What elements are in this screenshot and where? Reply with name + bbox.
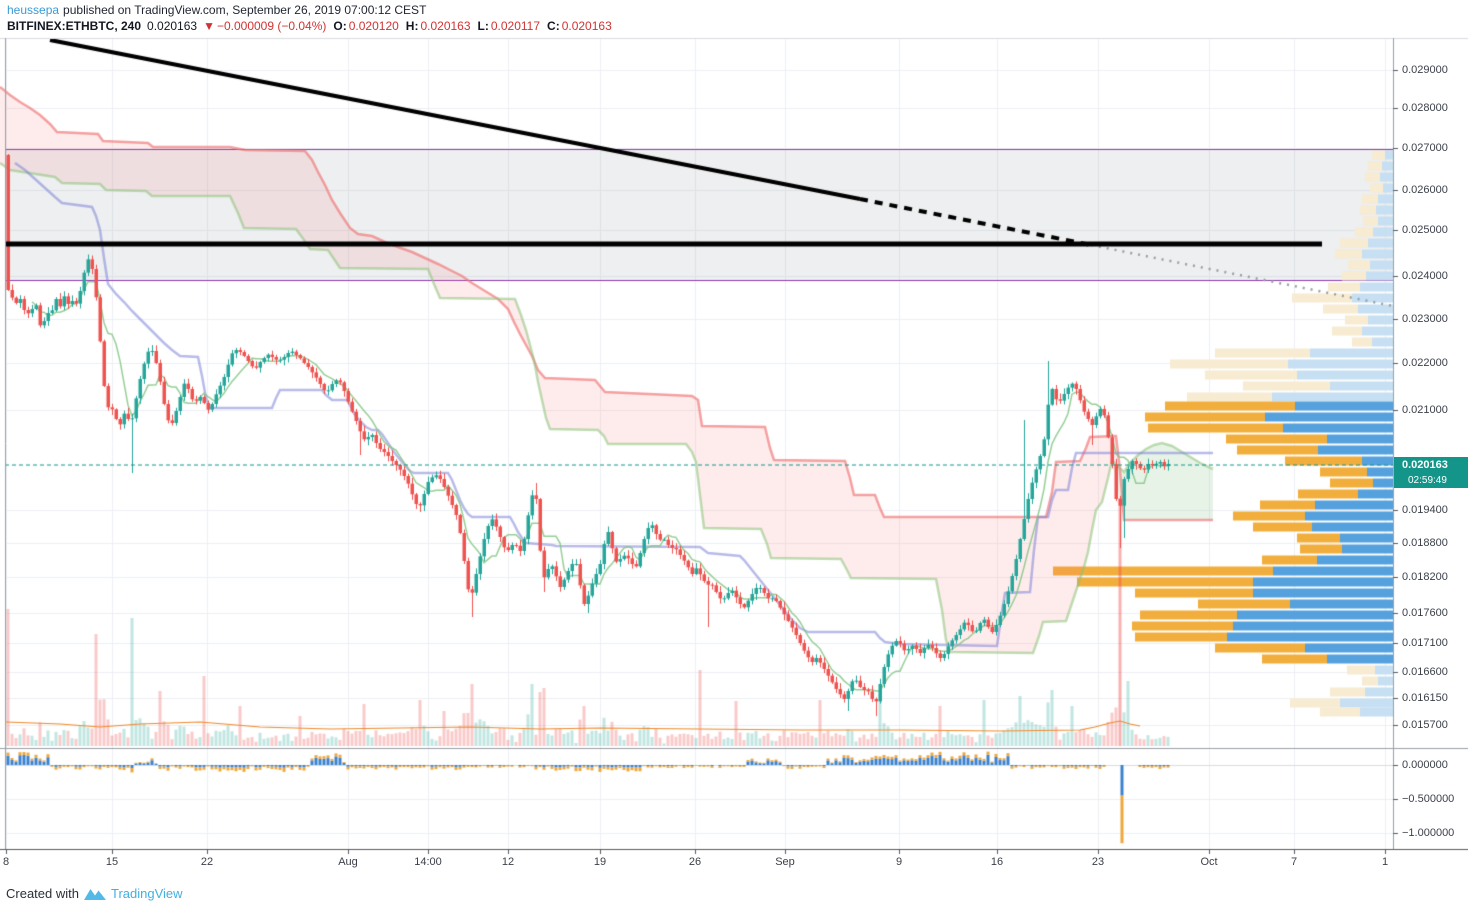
- time-tick-label: 12: [501, 856, 515, 868]
- time-tick-label: 15: [105, 856, 119, 868]
- high-value: 0.020163: [420, 19, 471, 33]
- price-tick-label: 0.017600: [1402, 607, 1448, 619]
- symbol-legend: BITFINEX:ETHBTC, 240 0.020163 ▼ −0.000009 (…: [7, 19, 612, 33]
- open-label: O:: [333, 19, 347, 33]
- time-tick-label: Oct: [1200, 856, 1218, 868]
- footer: Created with TradingView: [6, 886, 183, 901]
- current-price-label: 0.020163: [1394, 457, 1468, 473]
- price-tick-label: 0.029000: [1402, 64, 1448, 76]
- author-link[interactable]: heussepa: [7, 3, 60, 17]
- time-tick-label: 7: [1290, 856, 1298, 868]
- indicator-tick-label: 0.000000: [1402, 759, 1448, 771]
- time-tick-label: 9: [895, 856, 903, 868]
- price-tick-label: 0.018200: [1402, 571, 1448, 583]
- price-tick-label: 0.027000: [1402, 142, 1448, 154]
- price-tick-label: 0.028000: [1402, 102, 1448, 114]
- price-tick-label: 0.019400: [1402, 504, 1448, 516]
- price-tick-label: 0.026000: [1402, 184, 1448, 196]
- price-tick-label: 0.025000: [1402, 224, 1448, 236]
- snapshot-byline: heussepa published on TradingView.com, Se…: [7, 3, 426, 17]
- created-with-text: Created with: [6, 886, 79, 901]
- high-label: H:: [405, 19, 419, 33]
- price-tick-label: 0.015700: [1402, 719, 1448, 731]
- price-tick-label: 0.022000: [1402, 357, 1448, 369]
- bar-countdown-timer: 02:59:49: [1394, 473, 1468, 488]
- open-value: 0.020120: [348, 19, 399, 33]
- tradingview-logo-icon: [83, 889, 106, 900]
- time-tick-label: 14:00: [414, 856, 442, 868]
- price-tick-label: 0.023000: [1402, 313, 1448, 325]
- time-tick-label: 16: [990, 856, 1004, 868]
- price-tick-label: 0.016150: [1402, 692, 1448, 704]
- price-tick-label: 0.016600: [1402, 666, 1448, 678]
- price-tick-label: 0.024000: [1402, 270, 1448, 282]
- time-tick-label: 8: [2, 856, 10, 868]
- indicator-tick-label: −0.500000: [1402, 793, 1455, 805]
- close-value: 0.020163: [561, 19, 612, 33]
- time-tick-label: 23: [1091, 856, 1105, 868]
- price-tick-label: 0.021000: [1402, 404, 1448, 416]
- price-tick-label: 0.018800: [1402, 537, 1448, 549]
- indicator-tick-label: −1.000000: [1402, 827, 1455, 839]
- time-tick-label: 26: [688, 856, 702, 868]
- close-label: C:: [547, 19, 560, 33]
- price-tick-label: 0.017100: [1402, 637, 1448, 649]
- legend-change: −0.000009 (−0.04%): [216, 19, 327, 33]
- published-text: published on TradingView.com, September …: [63, 3, 427, 17]
- legend-last-price: 0.020163: [147, 19, 198, 33]
- low-label: L:: [477, 19, 489, 33]
- tradingview-brand-link[interactable]: TradingView: [110, 886, 183, 901]
- time-tick-label: 19: [593, 856, 607, 868]
- time-tick-label: Sep: [775, 856, 795, 868]
- time-tick-label: 1: [1381, 856, 1389, 868]
- symbol-title[interactable]: BITFINEX:ETHBTC, 240: [7, 19, 142, 33]
- low-value: 0.020117: [490, 19, 541, 33]
- time-tick-label: Aug: [338, 856, 358, 868]
- down-arrow-icon: ▼: [203, 19, 215, 33]
- time-tick-label: 22: [200, 856, 214, 868]
